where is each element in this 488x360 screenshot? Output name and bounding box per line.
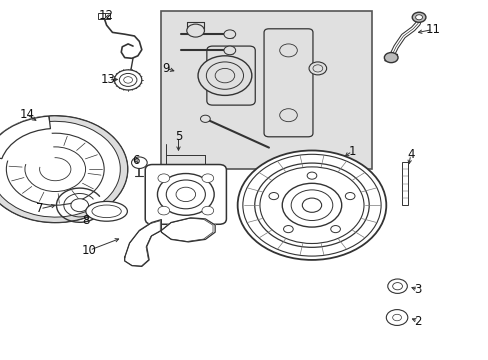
Circle shape [0, 121, 121, 218]
FancyBboxPatch shape [145, 165, 226, 224]
Circle shape [166, 180, 205, 209]
Circle shape [224, 46, 235, 55]
Text: 8: 8 [81, 214, 89, 227]
FancyBboxPatch shape [206, 46, 255, 105]
Text: 10: 10 [82, 244, 97, 257]
Circle shape [119, 73, 137, 86]
Circle shape [282, 183, 341, 227]
Circle shape [384, 53, 397, 63]
Circle shape [198, 56, 251, 95]
Bar [401, 162, 407, 205]
Wedge shape [0, 116, 127, 222]
Text: 12: 12 [99, 9, 114, 22]
Circle shape [312, 65, 322, 72]
Circle shape [131, 157, 147, 168]
Circle shape [25, 147, 85, 192]
Text: 2: 2 [413, 315, 421, 328]
Circle shape [254, 163, 368, 247]
Ellipse shape [86, 202, 127, 221]
Circle shape [202, 206, 213, 215]
Bar [161, 11, 371, 169]
Circle shape [215, 68, 234, 83]
Text: 1: 1 [347, 145, 355, 158]
Circle shape [243, 154, 380, 256]
Text: 3: 3 [413, 283, 421, 296]
Text: 6: 6 [132, 154, 140, 167]
Text: 5: 5 [174, 130, 182, 143]
Text: 7: 7 [36, 202, 44, 215]
Polygon shape [161, 218, 215, 242]
Text: 4: 4 [406, 148, 414, 161]
Circle shape [237, 150, 386, 260]
Circle shape [71, 199, 88, 212]
Circle shape [202, 174, 213, 183]
Circle shape [6, 133, 104, 205]
Polygon shape [124, 220, 161, 266]
Circle shape [392, 314, 401, 321]
Circle shape [114, 70, 142, 90]
Circle shape [158, 206, 169, 215]
Circle shape [415, 15, 422, 20]
Circle shape [157, 174, 214, 215]
Circle shape [206, 62, 243, 89]
FancyBboxPatch shape [264, 29, 312, 137]
Circle shape [279, 109, 297, 122]
Text: 11: 11 [425, 23, 439, 36]
Circle shape [279, 44, 297, 57]
Circle shape [186, 24, 204, 37]
Circle shape [308, 62, 326, 75]
Circle shape [283, 226, 293, 233]
Circle shape [392, 283, 402, 290]
Text: 9: 9 [162, 62, 170, 75]
Text: 13: 13 [101, 73, 116, 86]
Circle shape [260, 167, 363, 243]
Circle shape [306, 172, 316, 179]
Circle shape [123, 77, 132, 83]
Circle shape [411, 12, 425, 22]
Circle shape [387, 279, 407, 293]
Circle shape [345, 193, 354, 200]
Circle shape [224, 30, 235, 39]
Ellipse shape [92, 205, 121, 217]
Circle shape [302, 198, 321, 212]
Circle shape [40, 158, 71, 181]
Circle shape [330, 226, 340, 233]
Circle shape [200, 115, 210, 122]
Text: 14: 14 [20, 108, 34, 121]
Circle shape [176, 187, 195, 202]
Circle shape [268, 193, 278, 200]
Bar [98, 13, 110, 19]
Circle shape [0, 116, 127, 222]
Wedge shape [0, 116, 55, 169]
Circle shape [158, 174, 169, 183]
Circle shape [290, 190, 332, 221]
Circle shape [386, 310, 407, 325]
